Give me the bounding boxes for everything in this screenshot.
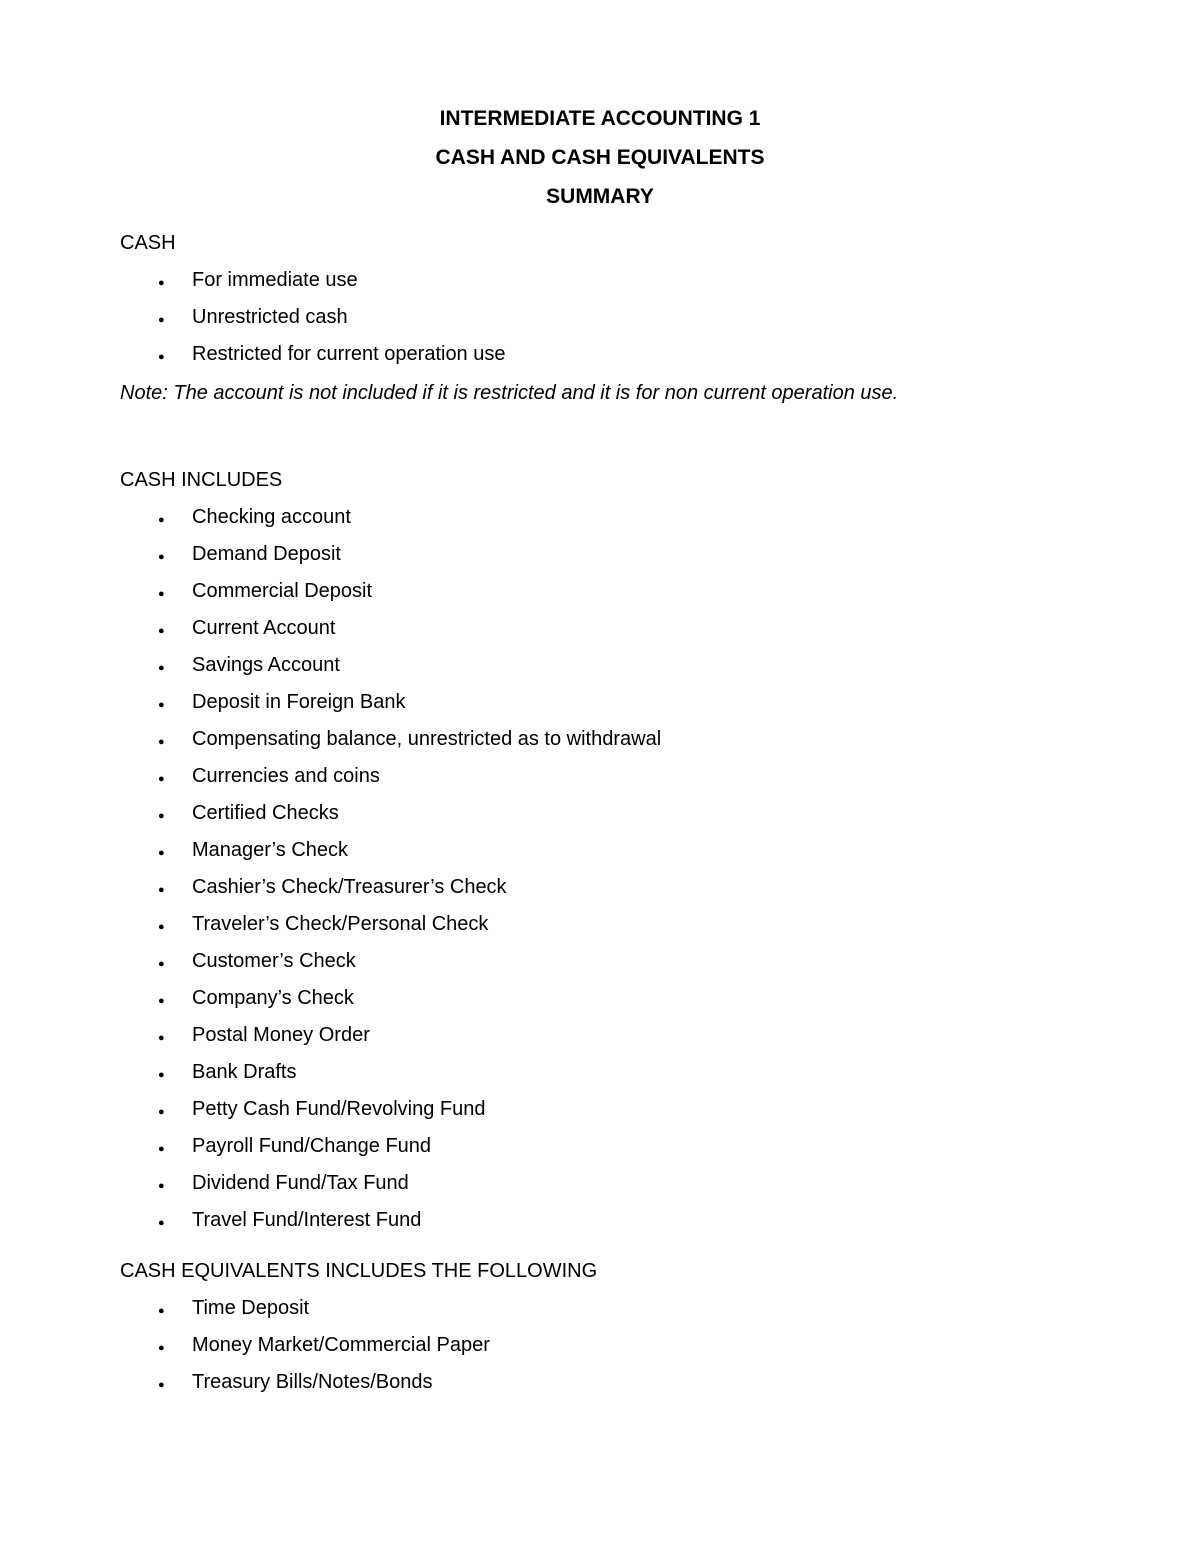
list-item: Savings Account bbox=[192, 647, 1080, 684]
cash-heading: CASH bbox=[120, 225, 1080, 262]
list-item: Traveler’s Check/Personal Check bbox=[192, 906, 1080, 943]
list-item: For immediate use bbox=[192, 262, 1080, 299]
list-item: Cashier’s Check/Treasurer’s Check bbox=[192, 869, 1080, 906]
list-item: Compensating balance, unrestricted as to… bbox=[192, 721, 1080, 758]
list-item: Travel Fund/Interest Fund bbox=[192, 1202, 1080, 1239]
cash-equivalents-heading: CASH EQUIVALENTS INCLUDES THE FOLLOWING bbox=[120, 1253, 1080, 1290]
list-item: Time Deposit bbox=[192, 1290, 1080, 1327]
list-item: Currencies and coins bbox=[192, 758, 1080, 795]
cash-list: For immediate use Unrestricted cash Rest… bbox=[120, 262, 1080, 373]
cash-note: Note: The account is not included if it … bbox=[120, 375, 1080, 412]
list-item: Customer’s Check bbox=[192, 943, 1080, 980]
list-item: Commercial Deposit bbox=[192, 573, 1080, 610]
cash-includes-heading: CASH INCLUDES bbox=[120, 462, 1080, 499]
cash-includes-list: Checking account Demand Deposit Commerci… bbox=[120, 499, 1080, 1239]
list-item: Company’s Check bbox=[192, 980, 1080, 1017]
list-item: Certified Checks bbox=[192, 795, 1080, 832]
list-item: Payroll Fund/Change Fund bbox=[192, 1128, 1080, 1165]
list-item: Treasury Bills/Notes/Bonds bbox=[192, 1364, 1080, 1401]
cash-equivalents-list: Time Deposit Money Market/Commercial Pap… bbox=[120, 1290, 1080, 1401]
list-item: Current Account bbox=[192, 610, 1080, 647]
list-item: Deposit in Foreign Bank bbox=[192, 684, 1080, 721]
title-line-2: CASH AND CASH EQUIVALENTS bbox=[120, 139, 1080, 178]
list-item: Dividend Fund/Tax Fund bbox=[192, 1165, 1080, 1202]
title-line-3: SUMMARY bbox=[120, 178, 1080, 217]
list-item: Petty Cash Fund/Revolving Fund bbox=[192, 1091, 1080, 1128]
list-item: Bank Drafts bbox=[192, 1054, 1080, 1091]
list-item: Unrestricted cash bbox=[192, 299, 1080, 336]
list-item: Checking account bbox=[192, 499, 1080, 536]
list-item: Manager’s Check bbox=[192, 832, 1080, 869]
title-line-1: INTERMEDIATE ACCOUNTING 1 bbox=[120, 100, 1080, 139]
list-item: Money Market/Commercial Paper bbox=[192, 1327, 1080, 1364]
list-item: Demand Deposit bbox=[192, 536, 1080, 573]
list-item: Restricted for current operation use bbox=[192, 336, 1080, 373]
list-item: Postal Money Order bbox=[192, 1017, 1080, 1054]
